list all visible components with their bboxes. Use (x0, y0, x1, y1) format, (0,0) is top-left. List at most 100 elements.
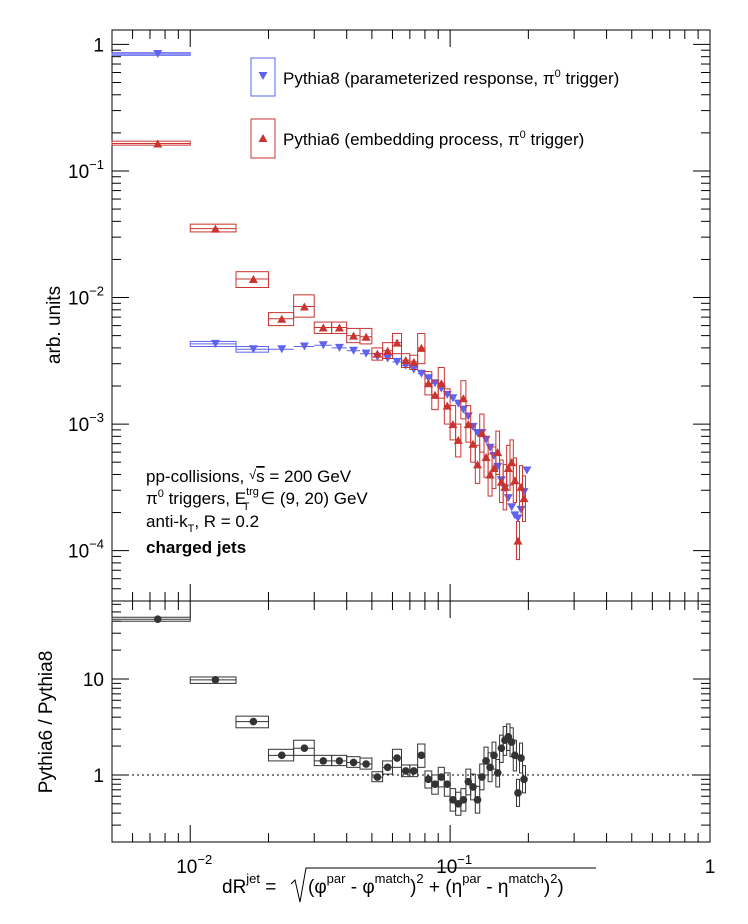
marker-circle (473, 796, 482, 804)
x-tick-label: 10−2 (176, 852, 212, 878)
bottom-y-tick-label: 10 (83, 670, 104, 691)
annotation-line-2-c: ∈ (9, 20) GeV (256, 489, 369, 508)
x-tick-label-base: 1 (705, 857, 716, 878)
marker-circle (511, 751, 519, 760)
marker-circle (449, 796, 457, 804)
marker-triangle-up (516, 482, 526, 491)
bottom-axis-ticks (111, 601, 711, 843)
bottom-panel: 101 10−2 10−1 1 Pythia6 / Pythia8 dRjet = … (36, 600, 716, 903)
x-label-p6-sup: 2 (550, 871, 557, 886)
marker-circle (431, 780, 439, 789)
marker-triangle-down (416, 369, 426, 378)
legend-marker-pythia6 (258, 134, 268, 142)
top-y-tick-label: 1 (93, 35, 104, 56)
x-axis-label-lhs: dRjet = (222, 871, 276, 898)
marker-triangle-down (318, 341, 328, 350)
x-label-p1: (φ (308, 877, 327, 898)
top-y-tick-label: 10−2 (68, 284, 104, 310)
marker-triangle-down (522, 466, 532, 475)
top-y-tick-label-exp: −4 (89, 537, 104, 552)
annotation-line-2: π0 triggers, Etrg T ∈ (9, 20) GeV (146, 486, 368, 513)
top-series-layer (111, 50, 532, 561)
marker-triangle-up (493, 448, 503, 457)
marker-circle (493, 769, 502, 777)
bottom-y-tick-label: 1 (93, 766, 104, 787)
top-y-axis-label: arb. units (44, 286, 65, 364)
marker-triangle-up (318, 323, 328, 332)
marker-circle (362, 760, 370, 768)
marker-triangle-up (277, 314, 287, 323)
top-sys-box (449, 405, 457, 441)
x-tick-label-base: 10 (176, 857, 197, 878)
x-axis-label-radicand: (φpar - φmatch)2 + (ηpar - ηmatch)2) (308, 871, 564, 898)
marker-triangle-down (507, 503, 517, 512)
marker-circle (211, 676, 220, 684)
legend-label-pythia8-sup: 0 (555, 68, 561, 80)
marker-circle (373, 773, 382, 781)
annotation-line-3: anti-kT, R = 0.2 (146, 512, 259, 535)
annotation-sqrt-s: s (256, 467, 265, 486)
marker-circle (507, 738, 516, 746)
top-y-tick-label: 10−3 (68, 410, 104, 436)
marker-triangle-down (485, 443, 495, 452)
legend-label-pythia6-main: Pythia6 (embedding process, π (283, 130, 520, 149)
top-y-tick-label-base: 10 (68, 415, 89, 436)
legend-marker-pythia8 (258, 72, 268, 80)
x-label-dr-sup: jet (245, 871, 260, 886)
marker-circle (497, 744, 506, 752)
annotation-line-1-a: pp-collisions, (146, 467, 249, 486)
marker-triangle-up (210, 224, 220, 233)
top-sys-box (235, 271, 269, 289)
marker-circle (335, 757, 344, 765)
legend-label-pythia6-tail: trigger) (526, 130, 585, 149)
marker-circle (383, 763, 392, 772)
x-tick-label-exp: −1 (457, 852, 472, 867)
marker-triangle-up (153, 139, 163, 148)
marker-circle (514, 789, 522, 797)
marker-triangle-up (349, 331, 359, 340)
top-y-tick-labels: 110−110−210−310−4 (68, 35, 104, 562)
annotation-line-1: pp-collisions, √s = 200 GeV (146, 467, 352, 486)
marker-triangle-up (503, 463, 513, 472)
annotation-line-2-sup: trg (246, 486, 259, 498)
marker-triangle-up (468, 439, 478, 448)
annotation-line-4: charged jets (146, 538, 246, 557)
sqrt-sign (290, 867, 596, 903)
marker-triangle-up (473, 460, 483, 469)
marker-circle (482, 757, 490, 765)
legend-label-pythia6-sup: 0 (520, 129, 526, 141)
x-label-p5-sup: match (508, 871, 543, 886)
marker-triangle-up (383, 346, 393, 355)
marker-triangle-down (277, 345, 287, 354)
marker-circle (454, 800, 463, 808)
marker-circle (410, 767, 418, 775)
x-label-p2: - φ (345, 877, 374, 898)
marker-triangle-up (409, 357, 419, 366)
marker-circle (249, 717, 258, 726)
annotation-line-2-b: triggers, E (164, 489, 246, 508)
top-axis-ticks (111, 30, 711, 602)
bottom-series-layer (111, 615, 528, 816)
marker-triangle-down (299, 342, 309, 351)
x-tick-label: 1 (705, 857, 716, 878)
annotation-line-2-a: π (146, 489, 158, 508)
marker-circle (486, 763, 494, 772)
marker-triangle-down (392, 357, 402, 366)
marker-circle (443, 780, 452, 789)
marker-triangle-up (372, 349, 382, 358)
top-sys-box (391, 332, 402, 355)
marker-circle (490, 751, 498, 760)
annotation-block: pp-collisions, √s = 200 GeV π0 triggers,… (146, 467, 368, 557)
x-label-p3-sup: 2 (416, 871, 423, 886)
legend-entry-pythia6: Pythia6 (embedding process, π0 trigger) (250, 118, 584, 159)
legend-label-pythia6: Pythia6 (embedding process, π0 trigger) (283, 129, 584, 149)
annotation-line-3-b: , R = 0.2 (194, 512, 259, 531)
marker-circle (517, 754, 525, 762)
marker-triangle-down (423, 374, 433, 383)
marker-triangle-up (453, 435, 463, 444)
x-label-p6: ) (544, 877, 550, 898)
marker-triangle-up (416, 343, 426, 352)
legend-label-pythia8-main: Pythia8 (parameterized response, π (283, 69, 555, 88)
marker-triangle-down (210, 339, 220, 348)
marker-circle (319, 757, 328, 765)
